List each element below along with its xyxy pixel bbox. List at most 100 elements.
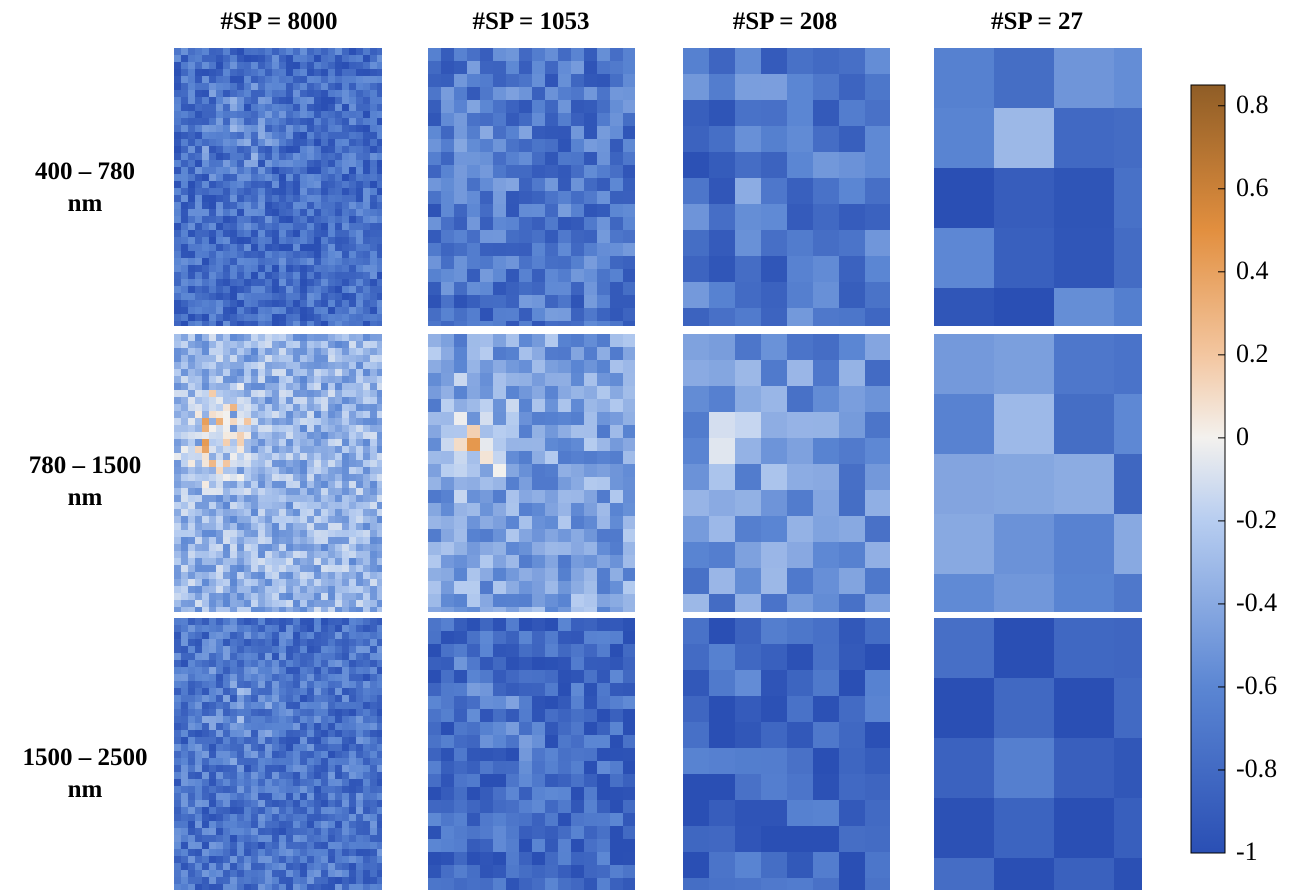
- heatmap-cell: [584, 657, 598, 671]
- heatmap-cell: [174, 667, 182, 675]
- heatmap-cell: [300, 807, 308, 815]
- heatmap-cell: [363, 667, 371, 675]
- heatmap-cell: [623, 800, 635, 814]
- heatmap-cell: [286, 586, 294, 594]
- heatmap-cell: [506, 644, 520, 658]
- heatmap-cell: [230, 639, 238, 647]
- heatmap-cell: [244, 835, 252, 843]
- heatmap-cell: [623, 282, 635, 296]
- heatmap-cell: [349, 702, 357, 710]
- heatmap-cell: [195, 488, 203, 496]
- heatmap-cell: [441, 490, 455, 504]
- heatmap-cell: [286, 481, 294, 489]
- heatmap-cell: [209, 376, 217, 384]
- heatmap-cell: [370, 618, 378, 626]
- heatmap-cell: [623, 503, 635, 517]
- heatmap-cell: [244, 216, 252, 224]
- heatmap-cell: [335, 723, 343, 731]
- heatmap-cell: [195, 737, 203, 745]
- heatmap-cell: [356, 139, 364, 147]
- heatmap-cell: [209, 709, 217, 717]
- heatmap-cell: [223, 607, 231, 612]
- heatmap-cell: [174, 600, 182, 608]
- heatmap-cell: [237, 863, 245, 871]
- heatmap-cell: [300, 758, 308, 766]
- heatmap-cell: [286, 779, 294, 787]
- heatmap-cell: [356, 293, 364, 301]
- heatmap-cell: [532, 425, 546, 439]
- heatmap-cell: [370, 90, 378, 98]
- heatmap-cell: [467, 347, 481, 361]
- heatmap-cell: [216, 397, 224, 405]
- heatmap-cell: [994, 334, 1055, 395]
- heatmap-cell: [293, 800, 301, 808]
- heatmap-cell: [441, 295, 455, 309]
- heatmap-cell: [363, 181, 371, 189]
- heatmap-cell: [735, 334, 762, 361]
- heatmap-cell: [216, 863, 224, 871]
- heatmap-cell: [532, 152, 546, 166]
- heatmap-cell: [342, 835, 350, 843]
- heatmap-cell: [181, 397, 189, 405]
- heatmap-cell: [349, 293, 357, 301]
- heatmap-cell: [356, 467, 364, 475]
- heatmap-cell: [307, 90, 315, 98]
- heatmap-cell: [428, 100, 442, 114]
- heatmap-cell: [454, 87, 468, 101]
- heatmap-cell: [467, 243, 481, 257]
- heatmap-cell: [571, 813, 585, 827]
- heatmap-cell: [1054, 108, 1115, 169]
- heatmap-cell: [209, 765, 217, 773]
- heatmap-cell: [506, 334, 520, 348]
- heatmap-cell: [209, 877, 217, 885]
- heatmap-cell: [328, 404, 336, 412]
- heatmap-cell: [258, 639, 266, 647]
- heatmap-cell: [493, 100, 507, 114]
- heatmap-cell: [321, 188, 329, 196]
- heatmap-cell: [342, 667, 350, 675]
- heatmap-cell: [300, 348, 308, 356]
- heatmap-cell: [584, 516, 598, 530]
- heatmap-cell: [181, 439, 189, 447]
- heatmap-cell: [610, 386, 624, 400]
- heatmap-cell: [279, 293, 287, 301]
- heatmap-cell: [349, 842, 357, 850]
- heatmap-cell: [787, 48, 814, 75]
- heatmap-cell: [202, 639, 210, 647]
- heatmap-cell: [237, 849, 245, 857]
- heatmap-cell: [597, 657, 611, 671]
- heatmap-cell: [216, 307, 224, 315]
- heatmap-cell: [223, 674, 231, 682]
- heatmap-cell: [328, 439, 336, 447]
- heatmap-cell: [223, 355, 231, 363]
- heatmap-cell: [545, 503, 559, 517]
- heatmap-cell: [623, 813, 635, 827]
- heatmap-cell: [258, 502, 266, 510]
- heatmap-cell: [244, 293, 252, 301]
- heatmap-cell: [188, 97, 196, 105]
- heatmap-cell: [349, 272, 357, 280]
- heatmap-cell: [181, 390, 189, 398]
- heatmap-cell: [454, 503, 468, 517]
- heatmap-cell: [244, 516, 252, 524]
- heatmap-cell: [272, 83, 280, 91]
- heatmap-cell: [321, 523, 329, 531]
- heatmap-cell: [244, 230, 252, 238]
- heatmap-cell: [216, 509, 224, 517]
- heatmap-cell: [480, 555, 494, 569]
- heatmap-cell: [363, 55, 371, 63]
- heatmap-cell: [188, 688, 196, 696]
- heatmap-cell: [545, 152, 559, 166]
- heatmap-cell: [480, 774, 494, 788]
- heatmap-cell: [328, 674, 336, 682]
- heatmap-cell: [994, 738, 1055, 799]
- heatmap-cell: [328, 509, 336, 517]
- heatmap-cell: [865, 282, 890, 309]
- heatmap-cell: [813, 774, 840, 801]
- heatmap-cell: [761, 800, 788, 827]
- heatmap-cell: [441, 451, 455, 465]
- heatmap-cell: [377, 432, 382, 440]
- heatmap-cell: [610, 100, 624, 114]
- heatmap-panel-image: [934, 334, 1142, 612]
- heatmap-cell: [493, 722, 507, 736]
